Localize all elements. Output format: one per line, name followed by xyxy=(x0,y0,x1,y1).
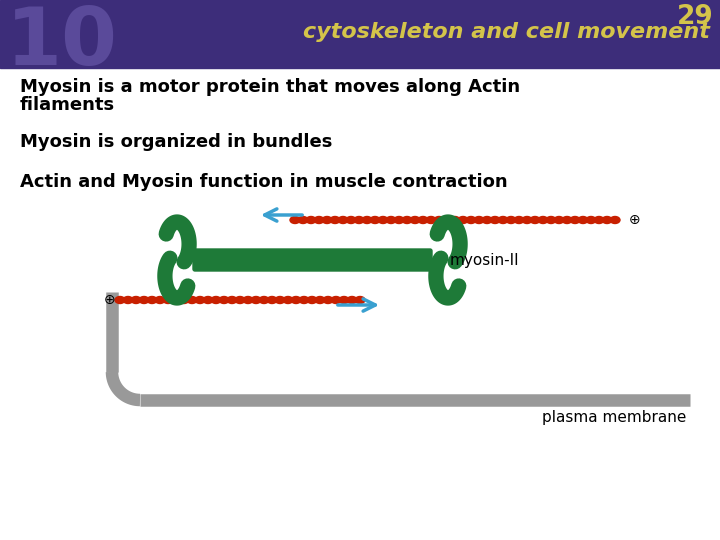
Ellipse shape xyxy=(195,296,205,303)
Text: Actin and Myosin function in muscle contraction: Actin and Myosin function in muscle cont… xyxy=(20,173,508,191)
Ellipse shape xyxy=(259,296,269,303)
Ellipse shape xyxy=(610,217,620,224)
Ellipse shape xyxy=(123,296,133,303)
Ellipse shape xyxy=(267,296,277,303)
Ellipse shape xyxy=(322,217,332,224)
Ellipse shape xyxy=(498,217,508,224)
Ellipse shape xyxy=(115,296,125,303)
Ellipse shape xyxy=(251,296,261,303)
Ellipse shape xyxy=(554,217,564,224)
Ellipse shape xyxy=(155,296,165,303)
Text: myosin-II: myosin-II xyxy=(450,253,520,267)
Ellipse shape xyxy=(298,217,308,224)
Ellipse shape xyxy=(330,217,340,224)
Ellipse shape xyxy=(602,217,612,224)
Ellipse shape xyxy=(323,296,333,303)
Ellipse shape xyxy=(235,296,245,303)
Ellipse shape xyxy=(283,296,293,303)
Text: filaments: filaments xyxy=(20,96,115,114)
Ellipse shape xyxy=(179,296,189,303)
Ellipse shape xyxy=(290,217,300,224)
Ellipse shape xyxy=(211,296,221,303)
Ellipse shape xyxy=(474,217,484,224)
Text: Myosin is a motor protein that moves along Actin: Myosin is a motor protein that moves alo… xyxy=(20,78,520,96)
Ellipse shape xyxy=(514,217,524,224)
Ellipse shape xyxy=(418,217,428,224)
Ellipse shape xyxy=(131,296,141,303)
Ellipse shape xyxy=(466,217,476,224)
Ellipse shape xyxy=(570,217,580,224)
Ellipse shape xyxy=(426,217,436,224)
Ellipse shape xyxy=(355,296,365,303)
Ellipse shape xyxy=(306,217,316,224)
Ellipse shape xyxy=(315,296,325,303)
Ellipse shape xyxy=(482,217,492,224)
FancyBboxPatch shape xyxy=(193,249,432,261)
Ellipse shape xyxy=(362,217,372,224)
Ellipse shape xyxy=(347,296,357,303)
Ellipse shape xyxy=(370,217,380,224)
Ellipse shape xyxy=(187,296,197,303)
Ellipse shape xyxy=(299,296,309,303)
Text: plasma membrane: plasma membrane xyxy=(541,410,686,425)
Ellipse shape xyxy=(163,296,173,303)
Ellipse shape xyxy=(394,217,404,224)
Ellipse shape xyxy=(307,296,317,303)
Ellipse shape xyxy=(506,217,516,224)
Ellipse shape xyxy=(594,217,604,224)
Text: $\oplus$: $\oplus$ xyxy=(103,293,115,307)
Bar xyxy=(0,0,720,68)
Ellipse shape xyxy=(562,217,572,224)
Ellipse shape xyxy=(530,217,540,224)
Ellipse shape xyxy=(586,217,596,224)
Text: Myosin is organized in bundles: Myosin is organized in bundles xyxy=(20,133,333,151)
Ellipse shape xyxy=(410,217,420,224)
Text: $\oplus$: $\oplus$ xyxy=(628,213,640,227)
Ellipse shape xyxy=(378,217,388,224)
Ellipse shape xyxy=(386,217,396,224)
Ellipse shape xyxy=(243,296,253,303)
Ellipse shape xyxy=(458,217,468,224)
Ellipse shape xyxy=(227,296,237,303)
Ellipse shape xyxy=(219,296,229,303)
Ellipse shape xyxy=(147,296,157,303)
Ellipse shape xyxy=(434,217,444,224)
Ellipse shape xyxy=(490,217,500,224)
Text: cytoskeleton and cell movement: cytoskeleton and cell movement xyxy=(303,22,710,42)
Ellipse shape xyxy=(331,296,341,303)
Ellipse shape xyxy=(354,217,364,224)
Text: 29: 29 xyxy=(678,4,714,30)
Ellipse shape xyxy=(402,217,412,224)
Ellipse shape xyxy=(203,296,213,303)
Ellipse shape xyxy=(338,217,348,224)
Text: 10: 10 xyxy=(6,4,118,82)
Ellipse shape xyxy=(522,217,532,224)
Ellipse shape xyxy=(291,296,301,303)
Ellipse shape xyxy=(538,217,548,224)
Ellipse shape xyxy=(275,296,285,303)
Ellipse shape xyxy=(314,217,324,224)
FancyBboxPatch shape xyxy=(193,259,432,271)
Ellipse shape xyxy=(139,296,149,303)
Ellipse shape xyxy=(546,217,556,224)
Ellipse shape xyxy=(578,217,588,224)
Ellipse shape xyxy=(339,296,349,303)
Ellipse shape xyxy=(346,217,356,224)
Ellipse shape xyxy=(171,296,181,303)
Ellipse shape xyxy=(442,217,452,224)
Ellipse shape xyxy=(450,217,460,224)
